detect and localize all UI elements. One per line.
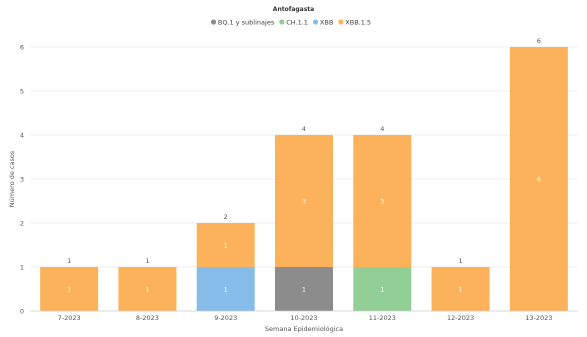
bar-segment xyxy=(275,267,333,311)
legend-label: CH.1.1 xyxy=(286,18,308,26)
legend-item: XBB xyxy=(312,18,333,26)
x-axis-ticks: 7-2023 8-2023 9-2023 10-2023 11-2023 12-2023 1… xyxy=(58,314,553,322)
x-tick-label: 8-2023 xyxy=(136,314,159,322)
bar-segment xyxy=(40,267,99,311)
segment-value-label: 3 xyxy=(380,197,384,205)
bar-segment xyxy=(431,267,490,311)
x-axis-label: Semana Epidemiológica xyxy=(265,325,343,333)
legend-label: XBB xyxy=(320,18,333,26)
segment-value-label: 1 xyxy=(380,285,384,293)
segment-value-label: 6 xyxy=(537,175,541,183)
y-tick-label: 1 xyxy=(20,263,24,271)
y-tick-label: 0 xyxy=(20,307,24,315)
bar-total-label: 4 xyxy=(380,125,384,133)
bar-segment xyxy=(196,223,255,267)
bar-segment xyxy=(196,267,255,311)
bar-total-label: 1 xyxy=(145,257,149,265)
x-tick-label: 13-2023 xyxy=(525,314,552,322)
bar-segment xyxy=(353,135,412,267)
bars: 1 1 1 1 1 1 2 1 3 4 1 3 4 1 1 6 6 xyxy=(40,37,568,311)
x-tick-label: 10-2023 xyxy=(290,314,317,322)
segment-value-label: 1 xyxy=(224,241,228,249)
bar-total-label: 1 xyxy=(67,257,71,265)
bar-segment xyxy=(509,47,568,311)
segment-value-label: 1 xyxy=(145,285,149,293)
y-tick-label: 5 xyxy=(20,87,24,95)
y-axis-ticks: 0 1 2 3 4 5 6 xyxy=(20,43,24,315)
y-tick-label: 6 xyxy=(20,43,24,51)
y-tick-label: 4 xyxy=(20,131,24,139)
bar-total-label: 2 xyxy=(224,213,228,221)
legend-swatch xyxy=(338,19,344,25)
legend-item: XBB.1.5 xyxy=(338,18,371,26)
segment-value-label: 1 xyxy=(67,285,71,293)
legend: BQ.1 y sublinajes CH.1.1 XBB XBB.1.5 xyxy=(210,18,371,26)
legend-item: BQ.1 y sublinajes xyxy=(210,18,275,26)
segment-value-label: 1 xyxy=(224,285,228,293)
bar-segment xyxy=(353,267,412,311)
bar-total-label: 4 xyxy=(302,125,306,133)
bar-total-label: 6 xyxy=(537,37,541,45)
bar-segment xyxy=(118,267,177,311)
segment-value-label: 1 xyxy=(302,285,306,293)
x-tick-label: 11-2023 xyxy=(369,314,396,322)
legend-label: BQ.1 y sublinajes xyxy=(218,18,275,26)
x-tick-label: 9-2023 xyxy=(214,314,237,322)
legend-swatch xyxy=(279,19,285,25)
y-axis-label: Número de casos xyxy=(8,150,16,207)
legend-item: CH.1.1 xyxy=(279,18,308,26)
x-tick-label: 7-2023 xyxy=(58,314,81,322)
bar-segment xyxy=(275,135,333,267)
legend-swatch xyxy=(312,19,319,25)
bar-total-label: 1 xyxy=(459,257,463,265)
y-tick-label: 3 xyxy=(20,175,24,183)
y-tick-label: 2 xyxy=(20,219,24,227)
legend-swatch xyxy=(210,19,217,25)
segment-value-label: 3 xyxy=(302,197,306,205)
segment-value-label: 1 xyxy=(459,285,463,293)
x-tick-label: 12-2023 xyxy=(447,314,474,322)
legend-label: XBB.1.5 xyxy=(345,18,371,26)
chart-title: Antofagasta xyxy=(273,6,314,13)
